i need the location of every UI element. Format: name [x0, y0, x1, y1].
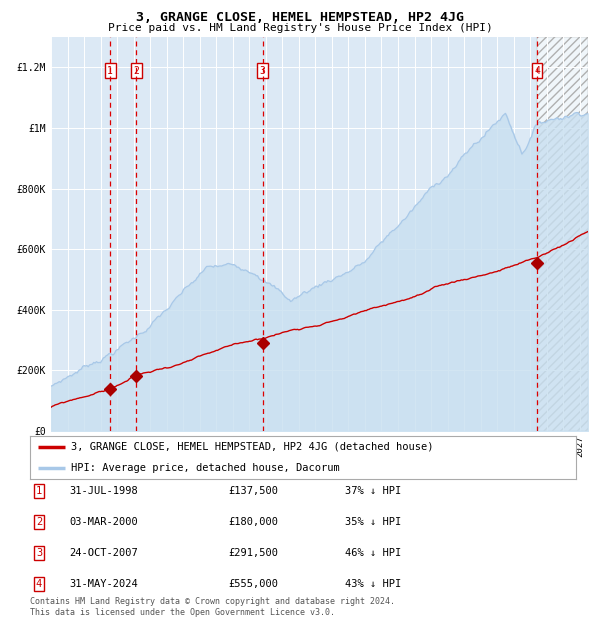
Bar [537, 37, 588, 431]
Text: 1: 1 [107, 66, 113, 76]
Text: 37% ↓ HPI: 37% ↓ HPI [345, 486, 401, 496]
Text: 43% ↓ HPI: 43% ↓ HPI [345, 579, 401, 589]
Text: Price paid vs. HM Land Registry's House Price Index (HPI): Price paid vs. HM Land Registry's House … [107, 23, 493, 33]
Text: 2: 2 [133, 66, 139, 76]
Text: 35% ↓ HPI: 35% ↓ HPI [345, 517, 401, 527]
Text: £137,500: £137,500 [228, 486, 278, 496]
Text: 3: 3 [36, 548, 42, 558]
Text: 46% ↓ HPI: 46% ↓ HPI [345, 548, 401, 558]
Text: 3: 3 [260, 66, 266, 76]
Text: £180,000: £180,000 [228, 517, 278, 527]
Text: 4: 4 [534, 66, 540, 76]
Text: Contains HM Land Registry data © Crown copyright and database right 2024.
This d: Contains HM Land Registry data © Crown c… [30, 598, 395, 617]
Text: £555,000: £555,000 [228, 579, 278, 589]
Text: 03-MAR-2000: 03-MAR-2000 [69, 517, 138, 527]
Text: HPI: Average price, detached house, Dacorum: HPI: Average price, detached house, Daco… [71, 463, 340, 472]
Text: 24-OCT-2007: 24-OCT-2007 [69, 548, 138, 558]
Text: 2: 2 [36, 517, 42, 527]
Text: £291,500: £291,500 [228, 548, 278, 558]
Bar [537, 37, 588, 431]
Text: 31-JUL-1998: 31-JUL-1998 [69, 486, 138, 496]
Text: 4: 4 [36, 579, 42, 589]
Text: 3, GRANGE CLOSE, HEMEL HEMPSTEAD, HP2 4JG (detached house): 3, GRANGE CLOSE, HEMEL HEMPSTEAD, HP2 4J… [71, 441, 433, 451]
Text: 3, GRANGE CLOSE, HEMEL HEMPSTEAD, HP2 4JG: 3, GRANGE CLOSE, HEMEL HEMPSTEAD, HP2 4J… [136, 11, 464, 24]
Text: 1: 1 [36, 486, 42, 496]
Text: 31-MAY-2024: 31-MAY-2024 [69, 579, 138, 589]
